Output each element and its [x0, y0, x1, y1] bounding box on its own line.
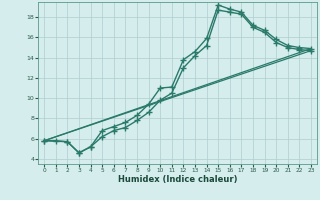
X-axis label: Humidex (Indice chaleur): Humidex (Indice chaleur)	[118, 175, 237, 184]
